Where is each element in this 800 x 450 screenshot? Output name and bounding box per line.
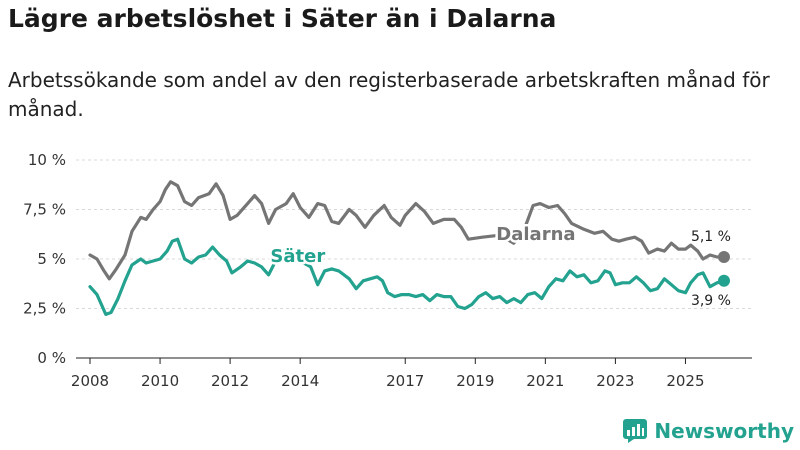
series-line-sater — [88, 237, 726, 316]
x-tick-label: 2017 — [386, 372, 424, 390]
series-label-dalarna: Dalarna — [496, 224, 575, 245]
y-tick-label: 0 % — [37, 349, 66, 367]
chart-subtitle: Arbetssökande som andel av den registerb… — [8, 68, 770, 121]
series-line-dalarna — [88, 180, 726, 281]
end-value-label-dalarna: 5,1 % — [691, 229, 731, 245]
x-tick-label: 2008 — [71, 372, 109, 390]
x-tick-label: 2019 — [456, 372, 494, 390]
y-tick-label: 10 % — [28, 151, 66, 169]
x-tick-label: 2021 — [526, 372, 564, 390]
series-label-sater: Säter — [270, 246, 325, 267]
x-tick-label: 2014 — [281, 372, 319, 390]
brand-name: Newsworthy — [654, 419, 794, 443]
end-point-dalarna — [717, 251, 730, 264]
x-tick-label: 2023 — [596, 372, 634, 390]
y-tick-label: 7,5 % — [23, 201, 66, 219]
newsworthy-chart-icon — [623, 419, 648, 443]
x-tick-label: 2012 — [211, 372, 249, 390]
x-tick-label: 2010 — [141, 372, 179, 390]
y-tick-label: 5 % — [37, 250, 66, 268]
newsworthy-logo: Newsworthy — [622, 418, 794, 444]
end-value-label-sater: 3,9 % — [691, 293, 731, 309]
y-axis: 0 % 2,5 % 5 % 7,5 % 10 % — [23, 151, 66, 367]
chart-title: Lägre arbetslöshet i Säter än i Dalarna — [8, 4, 557, 33]
line-chart: 0 % 2,5 % 5 % 7,5 % 10 % 2008 2010 2012 2014 201… — [23, 151, 752, 390]
x-axis: 2008 2010 2012 2014 2017 2019 2021 2023 2025 — [71, 357, 752, 390]
y-tick-label: 2,5 % — [23, 300, 66, 318]
end-point-sater — [717, 274, 730, 287]
x-tick-label: 2025 — [666, 372, 704, 390]
grid-layer — [76, 159, 752, 309]
series-layer — [88, 180, 730, 316]
series-labels: Dalarna 5,1 % Säter 3,9 % — [268, 222, 731, 309]
